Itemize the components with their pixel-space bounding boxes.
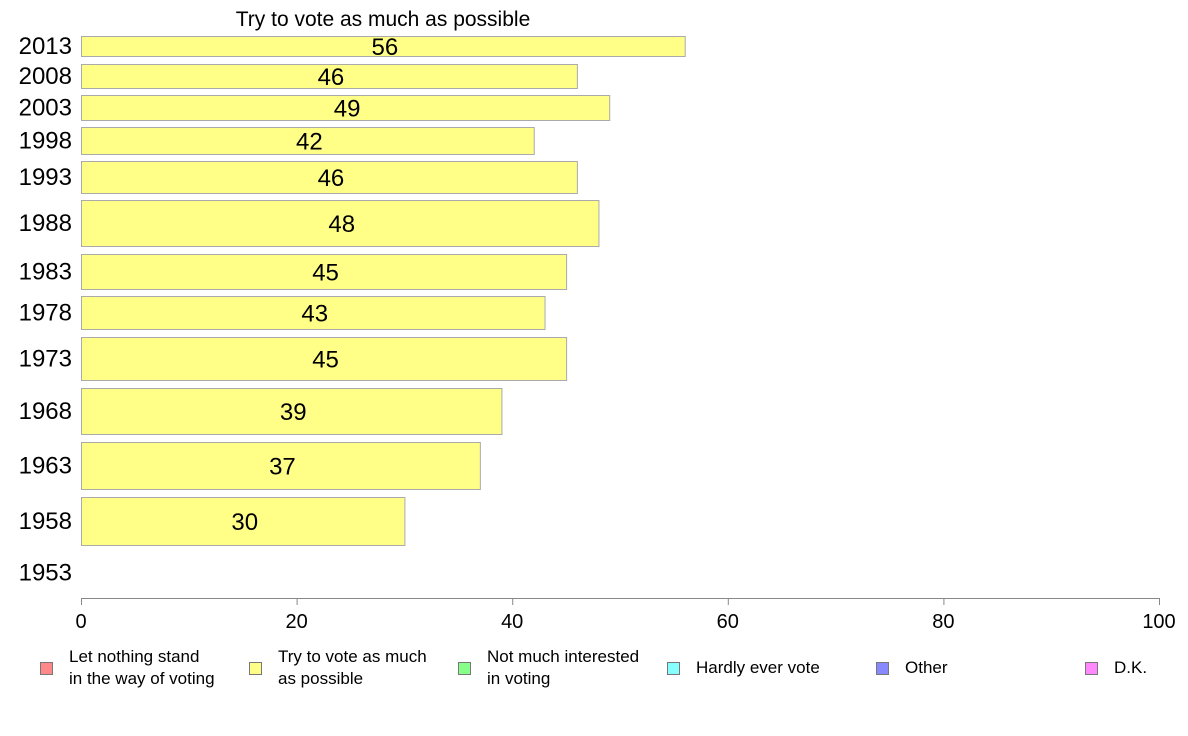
data-label-1963: 37 (269, 454, 296, 481)
legend-swatch (40, 661, 53, 675)
category-label-2008: 2008 (19, 63, 72, 90)
x-tick-label-60: 60 (717, 611, 739, 633)
bar-1998 (81, 127, 535, 155)
bar-1958 (81, 497, 406, 546)
data-label-1988: 48 (328, 211, 355, 238)
data-label-2013: 56 (371, 34, 398, 61)
bar-1993 (81, 161, 578, 194)
bar-1978 (81, 296, 546, 330)
data-label-1993: 46 (318, 165, 345, 192)
category-label-1978: 1978 (19, 300, 72, 327)
bar-chart: Try to vote as much as possible 2013 5620… (19, 8, 1176, 633)
legend-label: Hardly ever vote (696, 658, 820, 677)
bar-1973 (81, 337, 568, 381)
data-label-1983: 45 (312, 260, 339, 287)
bar-group: 2013 56 2008 46 2003 49 1998 42 1993 46 1988 48 1983… (19, 33, 686, 587)
legend-item-let-nothing-stand: Let nothing stand in the way of voting (40, 646, 215, 690)
category-label-1968: 1968 (19, 398, 72, 425)
chart-title: Try to vote as much as possible (236, 8, 531, 31)
legend-swatch (249, 661, 262, 675)
legend-swatch (1085, 661, 1098, 675)
category-label-1973: 1973 (19, 346, 72, 373)
legend-item-hardly-ever-vote: Hardly ever vote (667, 657, 820, 679)
category-label-1953: 1953 (19, 560, 72, 587)
category-label-1963: 1963 (19, 453, 72, 480)
category-label-1993: 1993 (19, 164, 72, 191)
legend-item-not-much-interested: Not much interested in voting (458, 646, 639, 690)
data-label-1958: 30 (231, 509, 258, 536)
category-label-1958: 1958 (19, 508, 72, 535)
legend-item-try-to-vote: Try to vote as much as possible (249, 646, 427, 690)
legend-label: Try to vote as much as possible (278, 647, 427, 688)
legend-swatch (876, 661, 889, 675)
legend-item-dk: D.K. (1085, 657, 1147, 679)
legend-swatch (458, 661, 471, 675)
legend-label: Let nothing stand in the way of voting (69, 647, 215, 688)
data-label-1968: 39 (280, 399, 307, 426)
category-label-1998: 1998 (19, 128, 72, 155)
legend-label: D.K. (1114, 658, 1148, 677)
legend-item-other: Other (876, 657, 948, 679)
legend-label: Other (905, 658, 948, 677)
bar-1988 (81, 200, 600, 247)
category-label-1988: 1988 (19, 210, 72, 237)
bar-1968 (81, 388, 503, 435)
x-tick-label-20: 20 (285, 611, 307, 633)
x-tick-label-40: 40 (501, 611, 523, 633)
category-label-2003: 2003 (19, 95, 72, 122)
data-label-2008: 46 (318, 64, 345, 91)
category-label-2013: 2013 (19, 33, 72, 60)
x-tick-label-100: 100 (1142, 611, 1175, 633)
x-axis: 0 20 40 60 80 100 (75, 598, 1176, 633)
legend: Let nothing stand in the way of voting T… (0, 646, 1188, 696)
data-label-1998: 42 (296, 129, 323, 156)
x-tick-label-0: 0 (75, 611, 86, 633)
data-label-2003: 49 (334, 96, 361, 123)
data-label-1973: 45 (312, 347, 339, 374)
bar-2008 (81, 64, 578, 89)
data-label-1978: 43 (301, 301, 328, 328)
category-label-1983: 1983 (19, 259, 72, 286)
bar-2013 (81, 36, 686, 57)
x-tick-label-80: 80 (932, 611, 954, 633)
legend-label: Not much interested in voting (487, 647, 640, 688)
bar-1983 (81, 254, 568, 290)
bar-2003 (81, 95, 611, 121)
bar-1963 (81, 442, 481, 490)
legend-swatch (667, 661, 680, 675)
